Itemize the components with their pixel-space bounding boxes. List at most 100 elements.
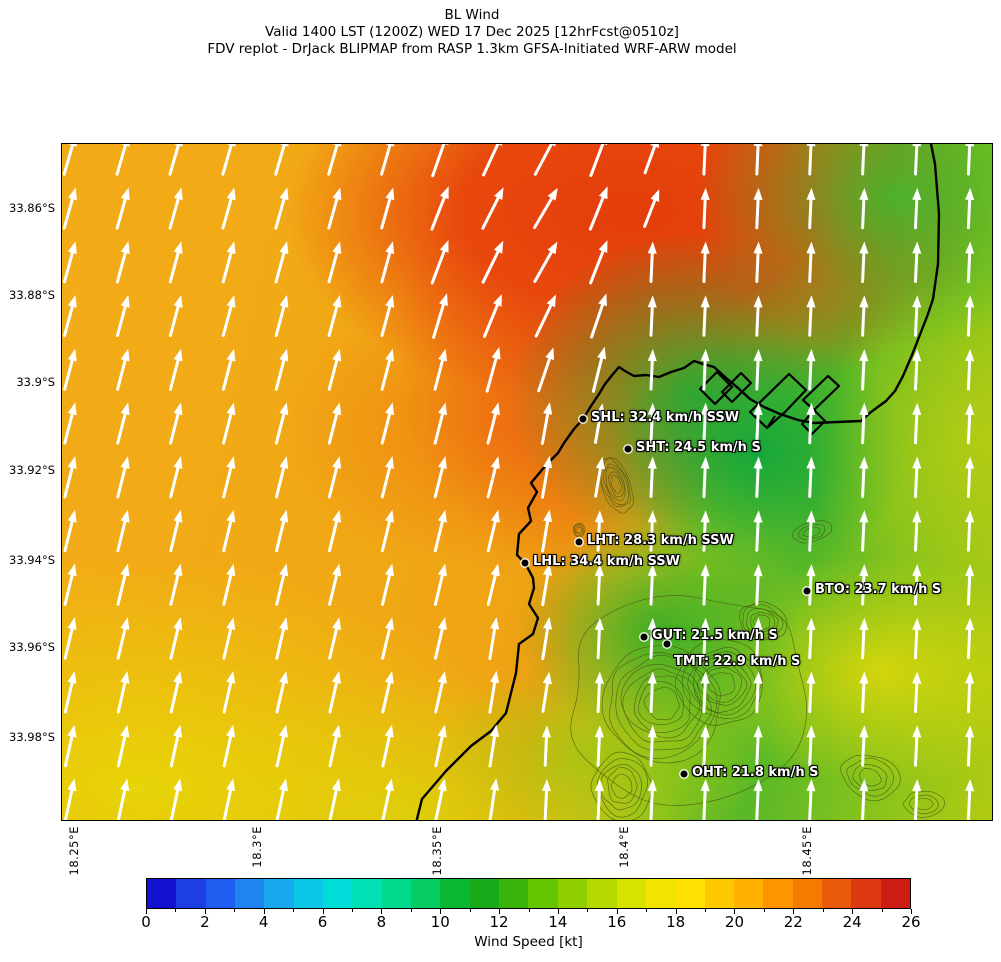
colorbar-tick	[646, 909, 648, 912]
wind-arrow-head	[385, 617, 394, 630]
wind-arrow	[914, 517, 919, 552]
wind-arrow	[381, 785, 392, 820]
wind-arrow	[274, 144, 287, 176]
wind-arrow	[63, 355, 75, 391]
wind-arrow	[486, 463, 498, 499]
wind-arrow-head	[700, 295, 710, 308]
wind-arrow	[430, 193, 447, 231]
wind-arrow-head	[385, 295, 395, 308]
terrain-contour-line	[791, 520, 833, 544]
wind-arrow	[649, 786, 654, 820]
wind-arrow	[488, 624, 497, 660]
wind-arrow	[914, 571, 919, 606]
wind-arrow-head	[173, 724, 183, 738]
wind-arrow-head	[437, 778, 447, 792]
wind-arrow	[702, 571, 707, 606]
wind-arrow-head	[542, 671, 552, 685]
wind-arrow	[64, 732, 75, 768]
wind-arrow	[596, 625, 601, 660]
wind-arrow	[702, 517, 707, 552]
colorbar-tick-label: 12	[489, 913, 509, 931]
wind-arrow-head	[753, 241, 763, 254]
wind-arrow-head	[490, 724, 500, 738]
wind-arrow-head	[700, 402, 710, 415]
wind-arrow-head	[384, 724, 394, 738]
wind-arrow-head	[597, 346, 607, 360]
lon-tick-label: 18.35°E	[430, 826, 444, 876]
wind-arrow-head	[173, 617, 183, 630]
wind-arrow	[222, 409, 234, 445]
wind-arrow-head	[700, 510, 710, 523]
wind-arrow-head	[226, 778, 236, 792]
colorbar-tick-label: 26	[901, 913, 921, 931]
wind-arrow	[222, 624, 233, 660]
wind-arrow	[861, 679, 866, 713]
wind-arrow	[533, 144, 554, 176]
wind-arrow	[966, 786, 972, 820]
wind-arrow-head	[173, 778, 183, 792]
wind-arrow	[596, 679, 601, 713]
wind-arrow	[434, 678, 445, 714]
wind-arrow	[327, 302, 340, 337]
wind-arrow-head	[965, 456, 975, 469]
wind-arrow-head	[647, 779, 657, 792]
wind-arrow-head	[438, 456, 447, 469]
wind-arrow	[643, 144, 658, 175]
wind-arrow	[63, 302, 75, 337]
wind-arrow	[914, 302, 919, 337]
lat-tick-label: 33.94°S	[9, 553, 55, 567]
wind-arrow	[433, 517, 445, 553]
wind-arrow	[115, 144, 128, 176]
colorbar-tick-label: 14	[548, 913, 568, 931]
wind-arrow-head	[385, 509, 394, 523]
wind-arrow	[702, 195, 707, 230]
wind-arrow-head	[912, 295, 922, 308]
wind-arrow	[168, 194, 181, 230]
wind-arrow	[596, 786, 601, 820]
wind-arrow	[861, 732, 866, 767]
wind-arrow-head	[438, 402, 447, 416]
wind-arrow	[488, 678, 497, 714]
wind-arrow-head	[912, 349, 922, 362]
wind-arrow-head	[226, 724, 236, 738]
wind-arrow-head	[497, 144, 503, 146]
wind-arrow-head	[490, 617, 500, 630]
station-dot-gut	[640, 633, 648, 641]
colorbar	[146, 878, 911, 909]
terrain-contour-line	[605, 466, 626, 501]
wind-arrow	[541, 570, 550, 607]
wind-arrow-head	[332, 563, 342, 577]
plot-header: BL Wind Valid 1400 LST (1200Z) WED 17 De…	[6, 7, 938, 58]
terrain-contours	[570, 457, 945, 820]
lat-tick-label: 33.96°S	[9, 640, 55, 654]
wind-arrow-head	[120, 617, 130, 630]
plot-valid-time: Valid 1400 LST (1200Z) WED 17 Dec 2025 […	[265, 24, 679, 40]
wind-arrow-head	[753, 510, 763, 523]
colorbar-tick	[351, 909, 353, 912]
wind-arrow	[808, 410, 813, 445]
wind-arrow	[533, 194, 555, 230]
wind-arrow-head	[543, 509, 553, 523]
wind-arrow	[169, 463, 181, 499]
wind-arrow-head	[753, 187, 763, 200]
wind-arrow	[755, 517, 760, 552]
wind-arrow	[274, 248, 287, 284]
wind-arrow	[275, 570, 286, 606]
wind-arrow-head	[67, 295, 77, 308]
station-label-shl: SHL: 32.4 km/h SSW	[591, 410, 740, 425]
wind-arrow	[702, 302, 707, 337]
wind-arrow-head	[753, 779, 763, 792]
wind-arrow	[966, 410, 972, 445]
terrain-contour-line	[859, 768, 882, 787]
wind-arrow-head	[331, 778, 341, 792]
wind-arrow	[649, 302, 654, 337]
wind-arrow	[808, 679, 813, 713]
wind-arrow-head	[806, 510, 816, 523]
wind-arrow	[115, 248, 128, 284]
wind-arrow	[434, 732, 445, 768]
wind-arrow	[966, 302, 972, 337]
wind-arrow	[861, 517, 866, 552]
wind-arrow	[808, 464, 813, 498]
wind-arrow-head	[67, 402, 77, 416]
terrain-contour-line	[681, 646, 762, 720]
